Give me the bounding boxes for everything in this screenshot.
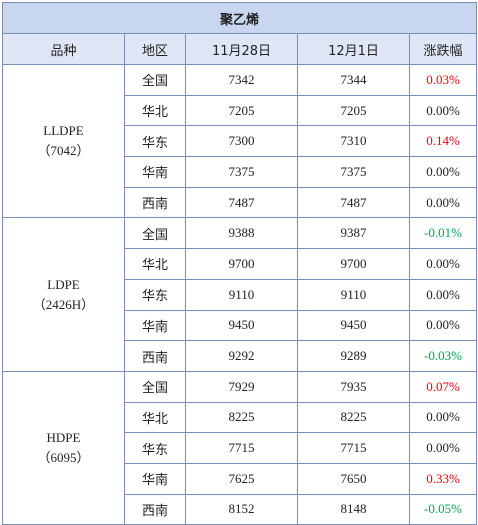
- table-row: HDPE （6095） 全国 7929 7935 0.07%: [2, 370, 478, 525]
- change-cell: 0.00%: [408, 94, 478, 127]
- prev-price-cell: 9450: [185, 309, 298, 342]
- prev-price-cell: 7375: [185, 156, 298, 188]
- curr-price-cell: 8225: [297, 401, 410, 434]
- product-cell: HDPE （6095）: [2, 370, 125, 525]
- region-cell: 全国: [124, 64, 186, 96]
- region-cell: 华北: [124, 248, 186, 280]
- prev-price-cell: 7205: [185, 94, 298, 127]
- table-row: LDPE （2426H） 全国 9388 9387 -0.01%: [2, 217, 478, 372]
- change-cell: 0.00%: [408, 401, 478, 434]
- product-cell: LLDPE （7042）: [2, 63, 125, 219]
- table-row: 华北 9700 9700 0.00%: [3, 248, 478, 280]
- region-cell: 华东: [124, 278, 186, 311]
- change-cell: 0.07%: [408, 370, 478, 403]
- change-cell: 0.03%: [408, 64, 478, 96]
- prev-price-cell: 8225: [185, 401, 298, 434]
- curr-price-cell: 9450: [297, 309, 410, 342]
- prev-price-cell: 7625: [185, 462, 298, 495]
- change-cell: 0.00%: [408, 309, 478, 342]
- prev-price-cell: 7929: [185, 370, 298, 403]
- table-row: 华北 8225 8225 0.00%: [3, 401, 478, 434]
- curr-price-cell: 7205: [297, 94, 410, 127]
- table-row: 西南 8152 8148 -0.05%: [3, 493, 478, 525]
- table-row: 西南 7487 7487 0.00%: [3, 186, 478, 219]
- curr-price-cell: 7344: [297, 64, 410, 96]
- product-code: （2426H）: [32, 296, 95, 312]
- region-cell: 西南: [124, 493, 186, 525]
- prev-price-cell: 7715: [185, 432, 298, 464]
- change-cell: 0.00%: [408, 432, 478, 464]
- table-row: 华东 9110 9110 0.00%: [3, 278, 478, 311]
- curr-price-cell: 7650: [297, 462, 410, 495]
- region-cell: 华南: [124, 462, 186, 495]
- table-row: 华南 7625 7650 0.33%: [3, 462, 478, 495]
- change-cell: 0.00%: [408, 186, 478, 219]
- change-cell: -0.03%: [408, 340, 478, 372]
- prev-price-cell: 7487: [185, 186, 298, 219]
- region-cell: 华北: [124, 94, 186, 127]
- product-cell: LDPE （2426H）: [2, 217, 125, 372]
- product-name: LLDPE: [43, 123, 84, 139]
- prev-price-cell: 8152: [185, 493, 298, 525]
- table-row: 华南 9450 9450 0.00%: [3, 309, 478, 342]
- curr-price-cell: 9110: [297, 278, 410, 311]
- header-prev-date: 11月28日: [185, 33, 298, 65]
- curr-price-cell: 7935: [297, 370, 410, 403]
- curr-price-cell: 9700: [297, 248, 410, 280]
- curr-price-cell: 7487: [297, 186, 410, 219]
- region-cell: 西南: [124, 186, 186, 219]
- prev-price-cell: 7300: [185, 125, 298, 158]
- product-name: HDPE: [46, 430, 81, 446]
- curr-price-cell: 7715: [297, 432, 410, 464]
- table-row: 华东 7715 7715 0.00%: [3, 432, 478, 464]
- region-cell: 华南: [124, 309, 186, 342]
- region-cell: 华北: [124, 401, 186, 434]
- curr-price-cell: 8148: [297, 493, 410, 525]
- curr-price-cell: 7375: [297, 156, 410, 188]
- curr-price-cell: 7310: [297, 125, 410, 158]
- region-cell: 华东: [124, 432, 186, 464]
- region-cell: 全国: [124, 217, 186, 250]
- change-cell: 0.33%: [408, 462, 478, 495]
- change-cell: 0.00%: [408, 248, 478, 280]
- product-code: （6095）: [37, 450, 90, 466]
- change-cell: 0.00%: [408, 278, 478, 311]
- table-body: LLDPE （7042） 全国 7342 7344 0.03% 华北 7205 7205 0.00…: [2, 63, 478, 525]
- curr-price-cell: 9289: [297, 340, 410, 372]
- product-name: LDPE: [47, 276, 80, 292]
- table-row: LLDPE （7042） 全国 7342 7344 0.03%: [2, 63, 478, 219]
- table-row: 西南 9292 9289 -0.03%: [3, 340, 478, 372]
- prev-price-cell: 9388: [185, 217, 298, 250]
- curr-price-cell: 9387: [297, 217, 410, 250]
- region-cell: 华东: [124, 125, 186, 158]
- header-region: 地区: [124, 33, 186, 65]
- table-row: 华东 7300 7310 0.14%: [3, 125, 478, 158]
- table-title: 聚乙烯: [1, 2, 478, 34]
- change-cell: 0.00%: [408, 156, 478, 188]
- prev-price-cell: 7342: [185, 64, 298, 96]
- prev-price-cell: 9110: [185, 278, 298, 311]
- table-row: 华南 7375 7375 0.00%: [3, 156, 478, 188]
- header-change: 涨跌幅: [408, 33, 478, 65]
- header-curr-date: 12月1日: [297, 33, 410, 65]
- change-cell: -0.01%: [408, 217, 478, 250]
- prev-price-cell: 9700: [185, 248, 298, 280]
- table-row: 华北 7205 7205 0.00%: [3, 94, 478, 127]
- region-cell: 全国: [124, 370, 186, 403]
- region-cell: 西南: [124, 340, 186, 372]
- header-product: 品种: [2, 33, 125, 65]
- product-code: （7042）: [37, 143, 90, 159]
- prev-price-cell: 9292: [185, 340, 298, 372]
- change-cell: 0.14%: [408, 125, 478, 158]
- change-cell: -0.05%: [408, 493, 478, 525]
- region-cell: 华南: [124, 156, 186, 188]
